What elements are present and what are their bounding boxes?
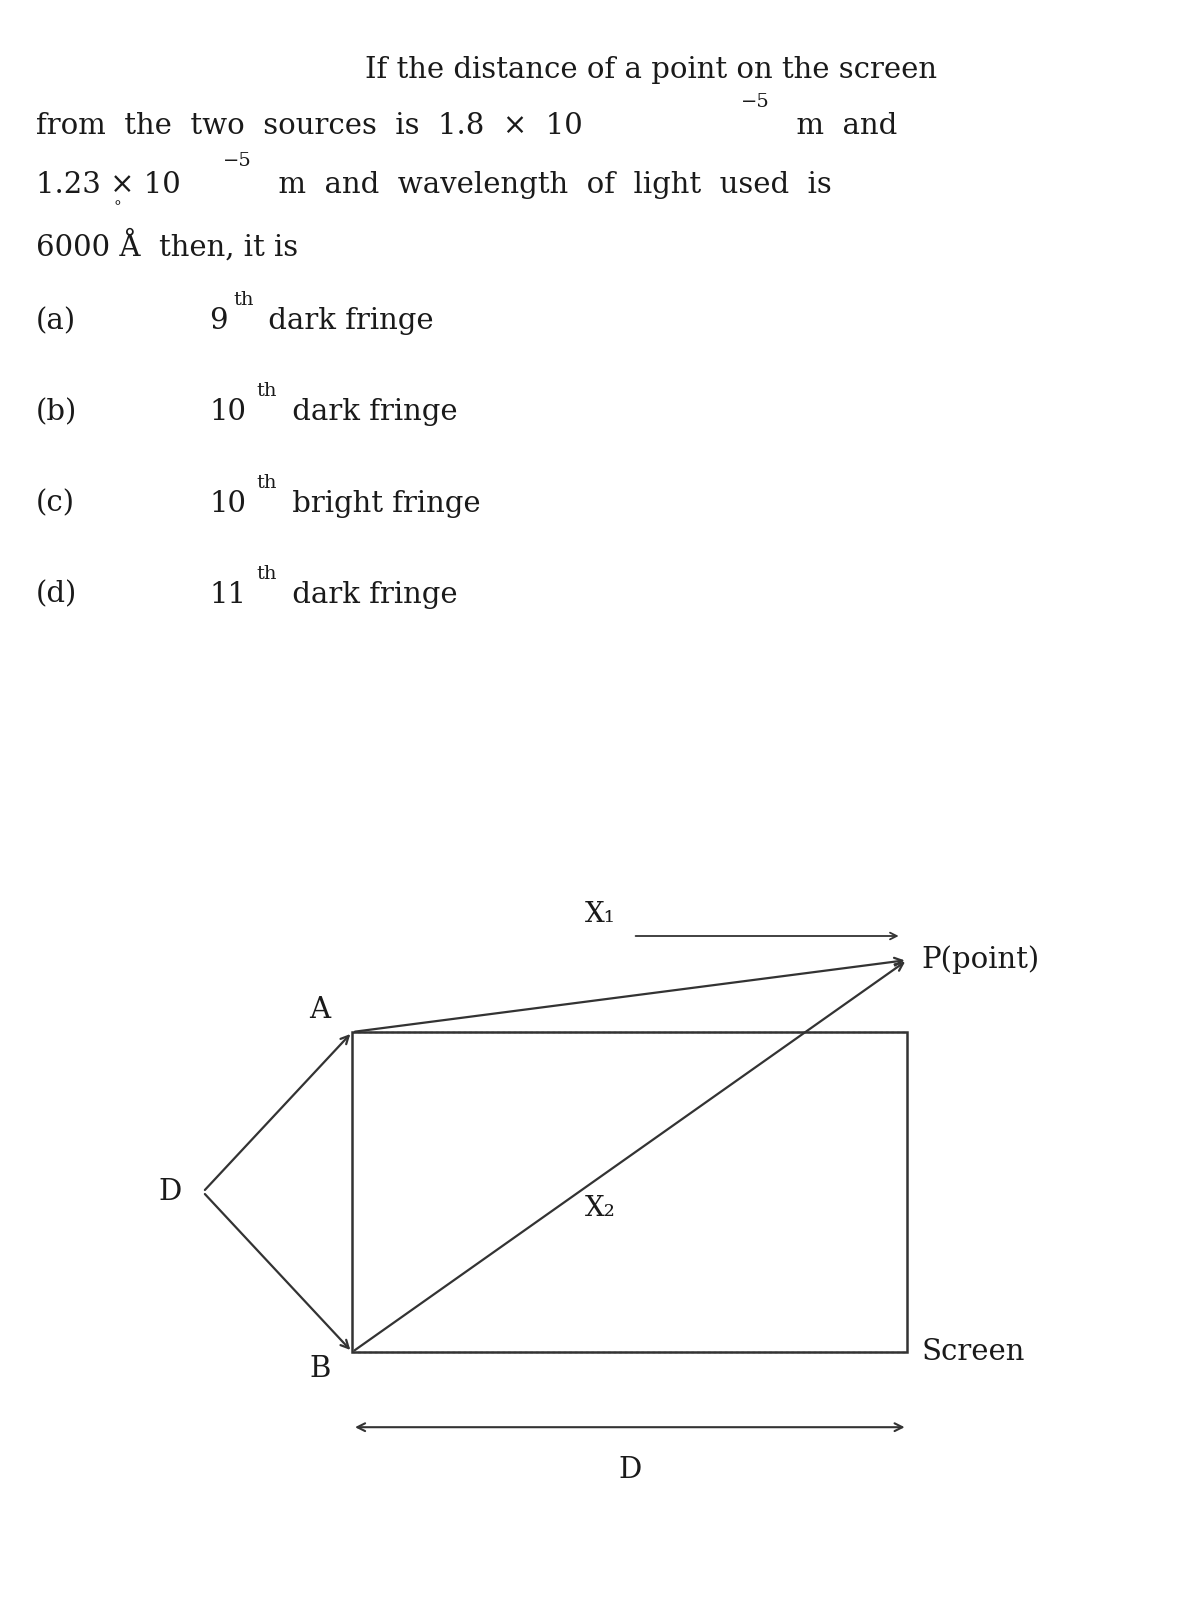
Text: °: ° — [113, 200, 121, 214]
Text: m  and  wavelength  of  light  used  is: m and wavelength of light used is — [259, 171, 831, 200]
Text: (b): (b) — [36, 398, 78, 427]
Text: 1.23 × 10: 1.23 × 10 — [36, 171, 180, 200]
Text: D: D — [618, 1456, 641, 1485]
Text: th: th — [257, 474, 277, 491]
Text: from  the  two  sources  is  1.8  ×  10: from the two sources is 1.8 × 10 — [36, 112, 583, 141]
Text: dark fringe: dark fringe — [259, 307, 435, 334]
Text: If the distance of a point on the screen: If the distance of a point on the screen — [364, 56, 937, 83]
Bar — [352, 1032, 907, 1352]
Text: 9: 9 — [209, 307, 228, 334]
Text: 10: 10 — [209, 398, 246, 427]
Text: 11: 11 — [209, 581, 246, 608]
Text: 10: 10 — [209, 490, 246, 517]
Text: (d): (d) — [36, 581, 78, 608]
Text: A: A — [309, 995, 331, 1024]
Text: X₂: X₂ — [585, 1195, 616, 1221]
Text: B: B — [309, 1355, 331, 1382]
Text: D: D — [159, 1178, 181, 1206]
Text: th: th — [233, 291, 253, 309]
Text: dark fringe: dark fringe — [283, 398, 457, 427]
Text: P(point): P(point) — [922, 946, 1040, 974]
Text: (a): (a) — [36, 307, 76, 334]
Text: X₁: X₁ — [585, 901, 616, 928]
Text: −5: −5 — [222, 152, 252, 170]
Text: −5: −5 — [741, 93, 770, 110]
Text: (c): (c) — [36, 490, 75, 517]
Text: m  and: m and — [778, 112, 898, 141]
Text: 6000 Å  then, it is: 6000 Å then, it is — [36, 229, 298, 261]
Text: th: th — [257, 565, 277, 582]
Text: th: th — [257, 382, 277, 400]
Text: bright fringe: bright fringe — [283, 490, 481, 517]
Text: Screen: Screen — [922, 1338, 1026, 1366]
Text: dark fringe: dark fringe — [283, 581, 457, 608]
